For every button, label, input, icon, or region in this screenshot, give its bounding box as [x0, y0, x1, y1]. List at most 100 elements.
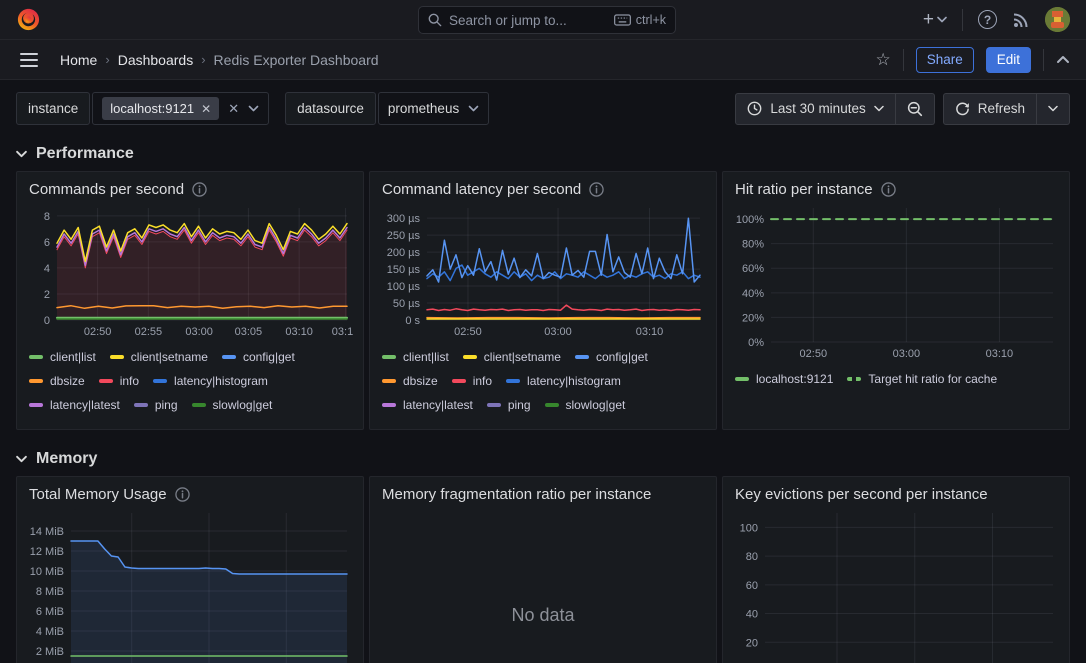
star-icon[interactable]: ☆: [875, 50, 891, 69]
info-icon[interactable]: [589, 182, 604, 197]
info-icon[interactable]: [174, 487, 190, 502]
legend-item[interactable]: info: [98, 374, 139, 388]
legend-item[interactable]: dbsize: [382, 374, 438, 388]
legend-series-label: latency|latest: [50, 398, 120, 412]
panel-memory-fragmentation[interactable]: Memory fragmentation ratio per instance …: [369, 476, 717, 663]
clear-icon[interactable]: ✕: [228, 101, 240, 116]
timeseries-chart[interactable]: 02:50 03:00 03:10 300 µs 250 µs 200 µs 150 µs 1…: [380, 202, 706, 340]
chevron-down-icon: [1048, 105, 1058, 112]
time-range-label: Last 30 minutes: [770, 101, 866, 116]
panel-title[interactable]: Hit ratio per instance: [735, 181, 873, 198]
legend-item[interactable]: latency|latest: [29, 398, 120, 412]
svg-text:8: 8: [44, 211, 50, 223]
refresh-interval-button[interactable]: [1037, 92, 1070, 125]
legend-item[interactable]: config|get: [574, 350, 648, 364]
svg-text:03:10: 03:10: [636, 326, 664, 338]
instance-chip[interactable]: localhost:9121 ✕: [102, 97, 220, 120]
panel-total-memory[interactable]: Total Memory Usage 14 MiB 12 MiB 10 MiB 8 M…: [16, 476, 364, 663]
instance-select[interactable]: localhost:9121 ✕ ✕: [92, 92, 270, 125]
timeseries-chart[interactable]: 100 80 60 40 20: [733, 507, 1059, 663]
search-shortcut: ctrl+k: [635, 13, 666, 27]
close-icon[interactable]: ✕: [201, 101, 212, 116]
chevron-down-icon[interactable]: [248, 105, 259, 112]
panel-commands-per-second[interactable]: Commands per second 02:50 02:55 03:00 03:05…: [16, 171, 364, 430]
svg-text:2: 2: [44, 289, 50, 301]
edit-button[interactable]: Edit: [985, 46, 1031, 73]
breadcrumb-home[interactable]: Home: [60, 51, 98, 68]
svg-text:02:50: 02:50: [84, 326, 112, 338]
panel-key-evictions[interactable]: Key evictions per second per instance 10…: [722, 476, 1070, 663]
help-button[interactable]: ?: [978, 10, 997, 29]
panel-title[interactable]: Command latency per second: [382, 181, 582, 198]
panel-command-latency[interactable]: Command latency per second 02:50 03:00 03:…: [369, 171, 717, 430]
panel-legend: localhost:9121 Target hit ratio for cache: [733, 367, 1059, 391]
legend-item[interactable]: client|list: [382, 350, 449, 364]
legend-item[interactable]: latency|latest: [382, 398, 473, 412]
legend-item[interactable]: client|setname: [109, 350, 208, 364]
chevron-right-icon: ›: [105, 52, 110, 67]
legend-series-label: slowlog|get: [212, 398, 273, 412]
menu-icon[interactable]: [16, 49, 42, 71]
help-icon: ?: [978, 10, 997, 29]
svg-text:03:00: 03:00: [893, 348, 921, 360]
panel-title[interactable]: Total Memory Usage: [29, 486, 167, 503]
breadcrumb-dashboards[interactable]: Dashboards: [117, 51, 194, 68]
avatar[interactable]: [1045, 7, 1070, 32]
legend-item[interactable]: slowlog|get: [544, 398, 626, 412]
legend-series-marker: [382, 403, 396, 407]
svg-text:100 µs: 100 µs: [387, 281, 421, 293]
share-button[interactable]: Share: [915, 46, 974, 73]
search-input[interactable]: Search or jump to... ctrl+k: [418, 6, 676, 34]
time-range-picker[interactable]: Last 30 minutes: [735, 92, 896, 125]
legend-series-marker: [462, 355, 477, 359]
svg-text:50 µs: 50 µs: [393, 298, 421, 310]
legend-series-marker: [191, 403, 206, 407]
svg-text:03:15: 03:15: [332, 326, 353, 338]
section-performance[interactable]: Performance: [16, 145, 1070, 163]
legend-item[interactable]: client|list: [29, 350, 96, 364]
legend-series-marker: [506, 379, 521, 383]
legend-item[interactable]: config|get: [221, 350, 295, 364]
panel-title[interactable]: Commands per second: [29, 181, 185, 198]
rss-icon: [1013, 13, 1028, 27]
legend-item[interactable]: latency|histogram: [506, 374, 621, 388]
legend-item[interactable]: ping: [486, 398, 531, 412]
new-button[interactable]: +: [923, 10, 947, 29]
legend-item[interactable]: localhost:9121: [735, 372, 833, 386]
refresh-button[interactable]: Refresh: [942, 92, 1037, 125]
legend-item[interactable]: latency|histogram: [153, 374, 268, 388]
info-icon[interactable]: [880, 182, 896, 197]
legend-item[interactable]: ping: [133, 398, 178, 412]
refresh-label: Refresh: [977, 101, 1025, 116]
timeseries-chart[interactable]: 02:50 03:00 03:10 100% 80% 60% 40% 20% 0%: [733, 202, 1059, 362]
legend-series-marker: [451, 379, 466, 383]
svg-text:60: 60: [746, 580, 758, 592]
legend-item[interactable]: client|setname: [462, 350, 561, 364]
legend-item[interactable]: Target hit ratio for cache: [847, 372, 997, 386]
panel-title[interactable]: Key evictions per second per instance: [735, 486, 988, 503]
legend-series-label: config|get: [242, 350, 295, 364]
chevron-up-icon[interactable]: [1056, 55, 1070, 64]
svg-text:150 µs: 150 µs: [387, 264, 421, 276]
panel-hit-ratio[interactable]: Hit ratio per instance 02:50 03:00 03:10 10…: [722, 171, 1070, 430]
legend-series-label: client|setname: [130, 350, 208, 364]
legend-item[interactable]: info: [451, 374, 492, 388]
legend-series-label: dbsize: [50, 374, 85, 388]
panel-title[interactable]: Memory fragmentation ratio per instance: [382, 486, 652, 503]
svg-text:80%: 80%: [742, 239, 764, 251]
info-icon[interactable]: [192, 182, 207, 197]
legend-series-label: slowlog|get: [565, 398, 626, 412]
grafana-logo-icon[interactable]: [16, 7, 41, 32]
zoom-out-button[interactable]: [895, 92, 935, 125]
datasource-select[interactable]: prometheus: [377, 92, 490, 125]
timeseries-chart[interactable]: 02:50 02:55 03:00 03:05 03:10 03:15 8 6 4 2 0: [27, 202, 353, 340]
section-memory[interactable]: Memory: [16, 450, 1070, 468]
news-button[interactable]: [1012, 11, 1030, 29]
legend-item[interactable]: dbsize: [29, 374, 85, 388]
legend-item[interactable]: slowlog|get: [191, 398, 273, 412]
legend-series-label: config|get: [595, 350, 648, 364]
legend-series-marker: [382, 355, 396, 359]
legend-series-marker: [847, 377, 862, 381]
